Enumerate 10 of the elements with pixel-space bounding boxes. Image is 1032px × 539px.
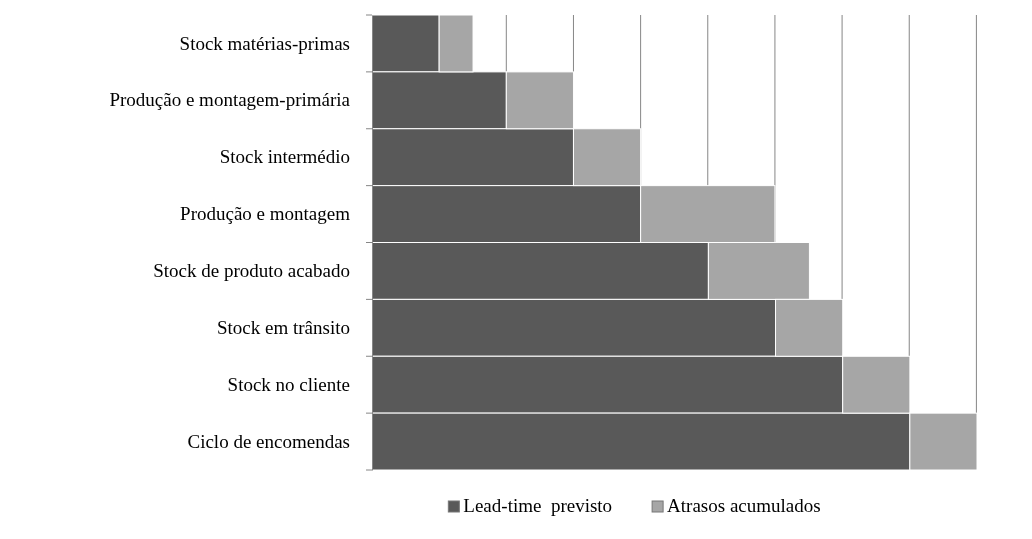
y-tick-label: Stock matérias-primas — [179, 32, 350, 54]
y-tick-label: Produção e montagem-primária — [109, 89, 351, 111]
y-tick-label: Stock intermédio — [219, 146, 350, 168]
legend-label: Atrasos acumulados — [667, 495, 821, 516]
y-tick-label: Stock no cliente — [227, 373, 350, 395]
series-label: Lead-time previsto — [463, 495, 613, 516]
y-tick-label: Ciclo de encomendas — [187, 430, 350, 452]
y-tick-label: Stock em trânsito — [217, 316, 350, 338]
y-tick-label: Stock de produto acabado — [153, 260, 350, 282]
y-tick-label: Produção e montagem — [180, 203, 351, 225]
